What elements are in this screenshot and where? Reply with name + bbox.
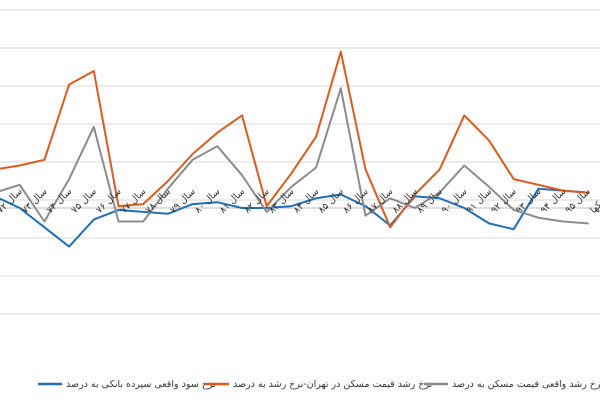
x-tick-label: سال ۸۵	[316, 186, 346, 216]
x-tick-label: سال ۸۱	[217, 186, 247, 216]
x-tick-label: سال ۷۹	[168, 186, 198, 216]
x-tick-label: سال ۷۵	[69, 186, 99, 216]
legend: نرخ سود واقعی سپرده بانکی به درصد نرخ رشد…	[38, 379, 600, 390]
x-tick-label: سال ۷۴	[45, 186, 75, 216]
x-tick-label: سال ۸۷	[366, 186, 396, 216]
x-tick-label: سال ۹۳	[514, 186, 544, 216]
legend-label-3: نرخ رشد واقعی قیمت مسکن به درصد	[452, 379, 600, 390]
x-tick-label: سال ۷۶	[94, 186, 124, 216]
series-line-2	[0, 50, 589, 229]
legend-label-2: نرخ رشد قیمت مسکن در تهران-نرخ رشد به در…	[233, 379, 432, 390]
legend-label-1: نرخ سود واقعی سپرده بانکی به درصد	[66, 379, 216, 390]
x-tick-label: سال ۹۱	[464, 186, 494, 216]
series-lines	[0, 50, 589, 248]
x-tick-label: سال ۸۰	[193, 186, 223, 216]
x-tick-label: سال ۸۴	[292, 186, 322, 216]
series-line-1	[0, 187, 589, 248]
series-line-3	[0, 87, 589, 225]
x-tick-label: سال ۸۶	[341, 186, 371, 216]
